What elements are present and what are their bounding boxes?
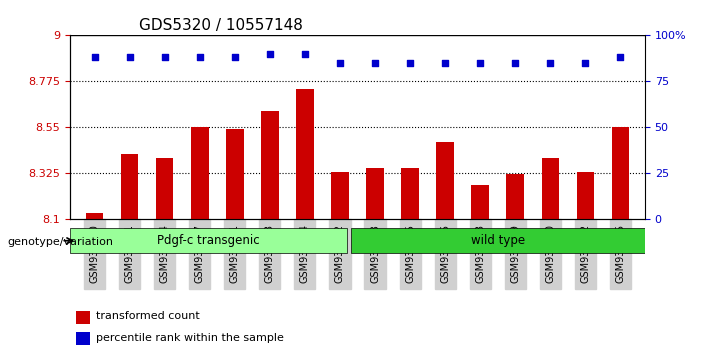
Bar — [297, 88, 314, 219]
Bar — [121, 154, 138, 219]
Bar — [226, 130, 244, 219]
Bar — [611, 127, 629, 219]
Text: genotype/variation: genotype/variation — [7, 238, 113, 247]
Point — [194, 55, 205, 60]
Bar — [86, 213, 104, 219]
Point — [404, 60, 416, 66]
FancyBboxPatch shape — [70, 228, 347, 253]
Bar — [576, 172, 594, 219]
Bar — [191, 127, 209, 219]
Bar — [331, 172, 348, 219]
Point — [475, 60, 486, 66]
Point — [264, 51, 275, 57]
Point — [229, 55, 240, 60]
Point — [89, 55, 100, 60]
Bar — [366, 169, 384, 219]
Bar — [436, 142, 454, 219]
Text: Pdgf-c transgenic: Pdgf-c transgenic — [157, 234, 260, 247]
Point — [334, 60, 346, 66]
Bar — [76, 311, 90, 324]
Point — [440, 60, 451, 66]
Bar — [542, 158, 559, 219]
Bar — [471, 185, 489, 219]
Text: percentile rank within the sample: percentile rank within the sample — [96, 332, 284, 343]
Point — [545, 60, 556, 66]
Bar — [261, 111, 278, 219]
Point — [299, 51, 311, 57]
Point — [510, 60, 521, 66]
FancyBboxPatch shape — [350, 228, 645, 253]
Point — [159, 55, 170, 60]
Bar — [156, 158, 174, 219]
Point — [124, 55, 135, 60]
Bar — [506, 175, 524, 219]
Point — [369, 60, 381, 66]
Bar — [401, 169, 418, 219]
Text: wild type: wild type — [470, 234, 525, 247]
Text: transformed count: transformed count — [96, 311, 200, 321]
Point — [615, 55, 626, 60]
Point — [580, 60, 591, 66]
Bar — [76, 332, 90, 345]
Text: GDS5320 / 10557148: GDS5320 / 10557148 — [139, 18, 303, 33]
